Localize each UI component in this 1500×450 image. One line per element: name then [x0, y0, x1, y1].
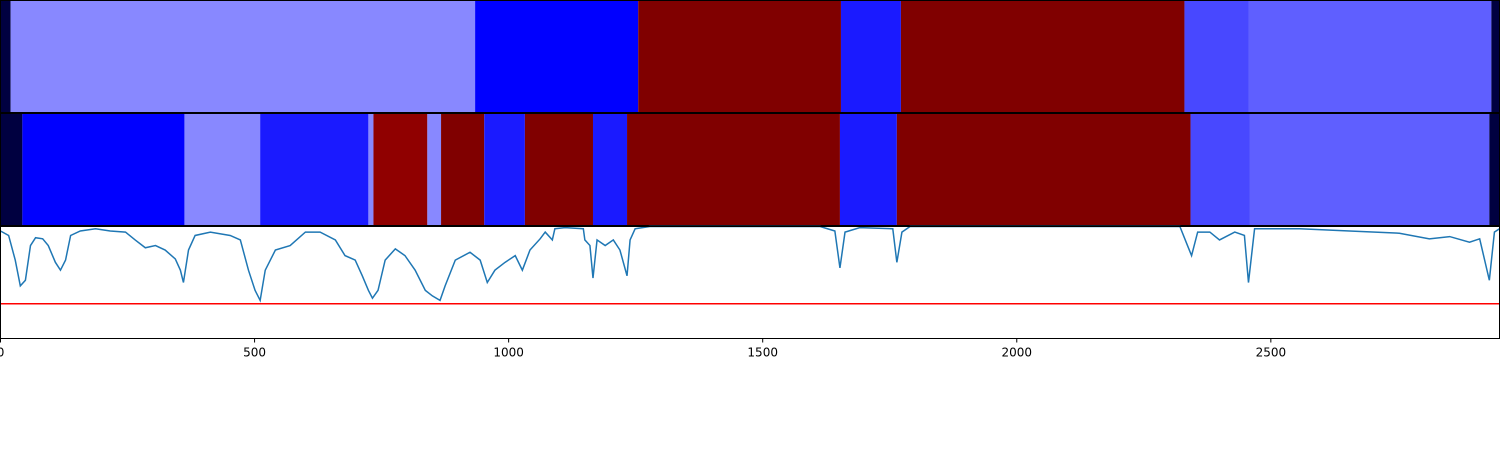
segment: [10, 0, 476, 113]
line: [0, 225, 1500, 303]
segment: [184, 113, 261, 226]
segment: [896, 113, 1191, 226]
segment: [592, 113, 628, 226]
segment: [1491, 0, 1500, 113]
segment: [900, 0, 1185, 113]
segment: [840, 0, 901, 113]
x-tick-label: 2500: [1256, 346, 1287, 360]
segment: [0, 113, 23, 226]
segment: [484, 113, 525, 226]
segment: [441, 113, 485, 226]
x-tick-label: 1000: [493, 346, 524, 360]
x-tick-label: 500: [243, 346, 266, 360]
segment: [638, 0, 841, 113]
segment: [22, 113, 185, 226]
segment: [1489, 113, 1500, 226]
segment: [260, 113, 369, 226]
panel-frame: [0, 226, 1500, 339]
segment: [1249, 113, 1490, 226]
x-tick-label: 1500: [747, 346, 778, 360]
segment: [1248, 0, 1492, 113]
segment: [1190, 113, 1250, 226]
segment: [627, 113, 840, 226]
segment: [475, 0, 639, 113]
segment: [839, 113, 897, 226]
segment: [368, 113, 374, 226]
x-tick-label: 0: [0, 346, 4, 360]
segment: [0, 0, 11, 113]
segment: [373, 113, 428, 226]
segment: [1184, 0, 1249, 113]
segment: [427, 113, 442, 226]
x-tick-label: 2000: [1001, 346, 1032, 360]
segment: [524, 113, 593, 226]
